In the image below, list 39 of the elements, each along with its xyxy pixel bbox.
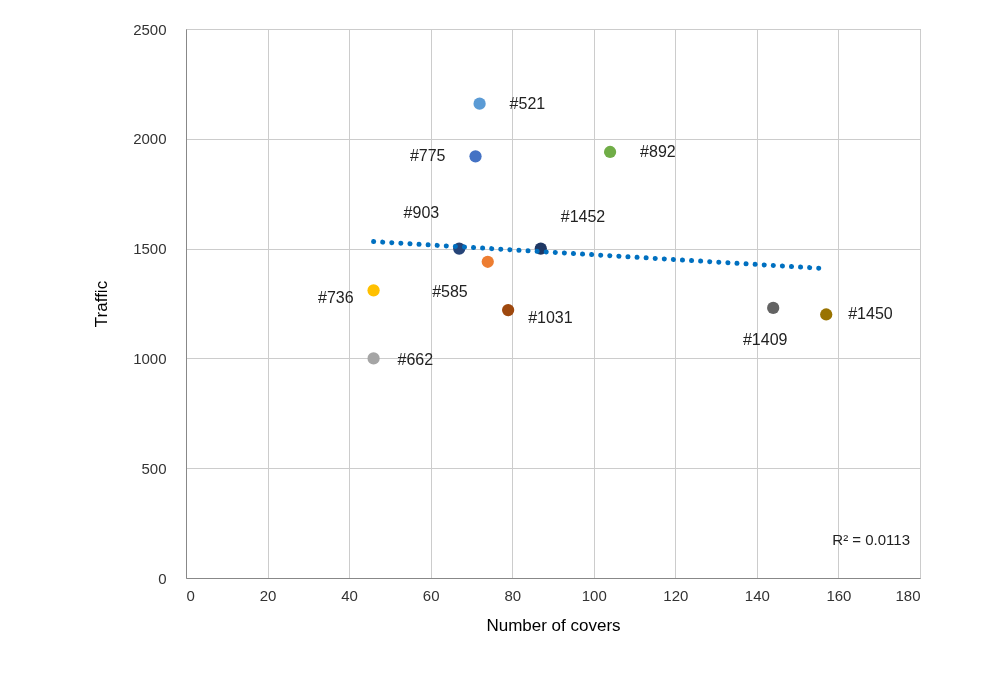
y-tick-label: 0 — [158, 569, 167, 587]
x-tick-label: 40 — [341, 586, 358, 604]
x-tick-label: 120 — [663, 586, 689, 604]
annotation: #903 — [403, 203, 440, 221]
point — [473, 97, 486, 110]
x-tick-label: 140 — [744, 586, 770, 604]
point — [502, 303, 515, 317]
x-tick-label: 160 — [826, 586, 852, 604]
annotation: #892 — [640, 142, 676, 160]
y-tick-label: 1000 — [133, 349, 167, 367]
annotation: #662 — [397, 351, 434, 369]
annotation: #585 — [432, 282, 468, 300]
annotation: #775 — [409, 147, 446, 165]
annotation: #1450 — [848, 305, 893, 323]
x-tick-label: 0 — [186, 586, 195, 604]
y-tick-label: 2500 — [133, 20, 167, 38]
annotation: R² = 0.0113 — [832, 531, 910, 548]
annotation: #521 — [509, 94, 546, 112]
annotation: #1452 — [560, 207, 606, 225]
y-tick-label: 1500 — [133, 240, 167, 258]
y-tick-label: 500 — [141, 459, 167, 477]
point — [469, 150, 482, 163]
x-tick-label: 60 — [422, 586, 440, 604]
x-tick-label: 100 — [581, 586, 607, 604]
annotation: #1031 — [528, 309, 573, 327]
point — [367, 352, 380, 365]
x-axis-title: Number of covers — [486, 615, 621, 635]
y-tick-label: 2000 — [133, 130, 167, 148]
x-tick-label: 180 — [895, 586, 921, 604]
annotation: #1409 — [742, 330, 788, 348]
x-tick-label: 20 — [259, 586, 277, 604]
point — [481, 255, 494, 268]
x-tick-label: 80 — [504, 586, 522, 604]
annotation: #736 — [317, 289, 354, 307]
point — [820, 308, 833, 321]
point — [767, 301, 780, 314]
y-axis-title: Traffic — [92, 280, 112, 328]
point — [367, 284, 380, 297]
point — [603, 145, 617, 159]
